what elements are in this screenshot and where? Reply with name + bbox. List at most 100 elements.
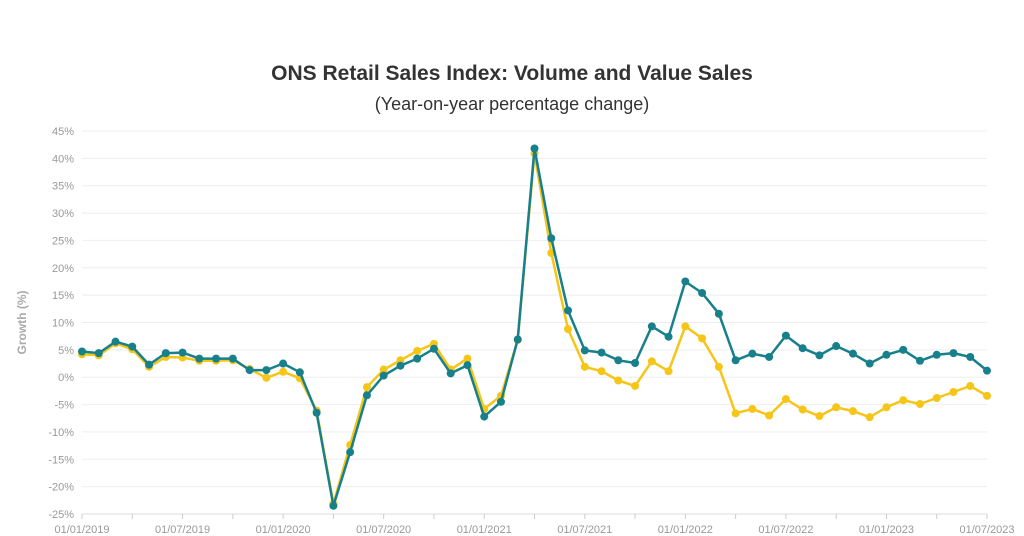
data-point <box>932 350 941 359</box>
data-point <box>161 349 170 358</box>
data-point <box>631 358 640 367</box>
data-point <box>781 331 790 340</box>
data-point <box>195 354 204 363</box>
data-point <box>111 337 120 346</box>
y-tick-label: 35% <box>52 181 74 193</box>
data-point <box>413 346 422 355</box>
data-point <box>513 335 522 344</box>
data-point <box>681 277 690 286</box>
data-point <box>765 352 774 361</box>
series-line <box>81 152 988 505</box>
data-point <box>983 391 991 400</box>
data-point <box>949 349 958 358</box>
y-axis-label: Growth (%) <box>15 291 29 355</box>
data-point <box>78 347 86 356</box>
y-tick-label: 5% <box>58 345 74 357</box>
data-point <box>815 351 824 360</box>
data-point <box>228 354 237 363</box>
data-point <box>564 306 573 315</box>
data-point <box>966 352 975 361</box>
data-point <box>362 383 371 392</box>
data-point <box>949 387 958 396</box>
data-point <box>748 404 757 413</box>
data-point <box>865 359 874 368</box>
data-point <box>731 409 740 418</box>
data-point <box>295 368 304 377</box>
data-point <box>597 348 606 357</box>
data-point <box>379 371 388 380</box>
data-point <box>731 356 740 365</box>
chart-subtitle: (Year-on-year percentage change) <box>374 94 650 114</box>
data-point <box>714 309 723 318</box>
series-1 <box>78 149 991 508</box>
data-point <box>429 344 438 353</box>
data-point <box>379 365 388 374</box>
data-point <box>547 234 556 243</box>
data-point <box>463 354 472 363</box>
x-tick-label: 01/01/2021 <box>457 524 512 536</box>
data-point <box>848 349 857 358</box>
series-line <box>81 147 988 508</box>
y-tick-label: 30% <box>52 208 74 220</box>
data-point <box>413 354 422 363</box>
chart-title: ONS Retail Sales Index: Volume and Value… <box>271 62 753 85</box>
x-tick-label: 01/07/2023 <box>959 524 1014 536</box>
data-point <box>396 361 405 370</box>
data-point <box>312 408 321 417</box>
data-point <box>396 356 405 365</box>
data-point <box>832 403 841 412</box>
x-tick-label: 01/01/2019 <box>54 524 109 536</box>
data-point <box>899 345 908 354</box>
y-tick-label: -20% <box>48 482 74 494</box>
x-tick-label: 01/07/2021 <box>557 524 612 536</box>
y-tick-label: 45% <box>52 126 74 138</box>
data-point <box>145 360 154 369</box>
data-point <box>681 322 690 331</box>
data-point <box>564 325 573 334</box>
data-point <box>329 501 338 510</box>
data-point <box>882 350 891 359</box>
data-point <box>362 391 371 400</box>
data-point <box>647 322 656 331</box>
data-point <box>279 367 288 376</box>
data-point <box>714 362 723 371</box>
y-tick-label: 15% <box>52 290 74 302</box>
y-tick-label: 25% <box>52 235 74 247</box>
y-tick-label: -10% <box>48 427 74 439</box>
data-point <box>765 411 774 420</box>
data-point <box>631 381 640 390</box>
data-point <box>262 366 271 375</box>
data-point <box>865 413 874 422</box>
y-tick-label: 40% <box>52 153 74 165</box>
data-point <box>614 356 623 365</box>
data-point <box>882 403 891 412</box>
data-point <box>463 361 472 370</box>
data-point <box>966 381 975 390</box>
data-point <box>664 367 673 376</box>
series-0 <box>78 144 991 510</box>
data-point <box>245 366 254 375</box>
data-point <box>815 412 824 421</box>
data-point <box>664 332 673 341</box>
y-tick-label: -15% <box>48 454 74 466</box>
x-tick-label: 01/01/2023 <box>859 524 914 536</box>
x-tick-label: 01/07/2020 <box>356 524 411 536</box>
data-point <box>798 344 807 353</box>
data-point <box>530 144 539 153</box>
data-point <box>899 396 908 405</box>
data-point <box>798 405 807 414</box>
y-tick-label: -25% <box>48 509 74 521</box>
y-tick-label: 20% <box>52 263 74 275</box>
data-point <box>848 407 857 416</box>
x-tick-label: 01/07/2022 <box>758 524 813 536</box>
data-point <box>446 369 455 378</box>
data-point <box>580 362 589 371</box>
data-point <box>698 288 707 297</box>
data-point <box>983 366 991 375</box>
data-point <box>915 356 924 365</box>
data-point <box>647 357 656 366</box>
y-tick-label: 10% <box>52 318 74 330</box>
x-tick-label: 01/01/2020 <box>256 524 311 536</box>
data-point <box>580 346 589 355</box>
